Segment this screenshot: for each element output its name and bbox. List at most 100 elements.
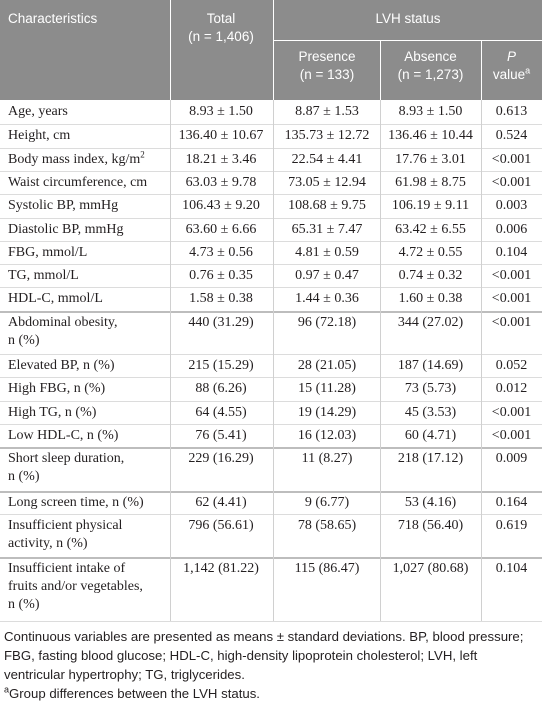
column-divider <box>380 100 381 124</box>
row-label: HDL-C, mmol/L <box>8 290 103 308</box>
row-label: Diastolic BP, mmHg <box>8 221 124 239</box>
column-divider <box>380 491 381 514</box>
table-row: Height, cm 136.40 ± 10.67 135.73 ± 12.72 13… <box>0 124 542 148</box>
header-divider <box>481 41 482 100</box>
cell-total: 136.40 ± 10.67 <box>178 128 264 143</box>
cell-p-value: 0.524 <box>495 128 528 143</box>
row-separator <box>0 354 542 355</box>
cell-total: 440 (31.29) <box>188 315 254 330</box>
row-label: Body mass index, kg/m2 <box>8 149 145 169</box>
row-label: Short sleep duration, n (%) <box>8 450 124 486</box>
footnote-abbreviations: Continuous variables are presented as me… <box>4 629 524 682</box>
column-divider <box>170 171 171 194</box>
cell-absence: 61.98 ± 8.75 <box>395 175 466 190</box>
footnote-a-text: Group differences between the LVH status… <box>9 686 260 701</box>
cell-presence: 135.73 ± 12.72 <box>284 128 370 143</box>
cell-p-value: 0.164 <box>495 495 528 510</box>
cell-p-value: 0.104 <box>495 561 528 576</box>
row-separator <box>0 401 542 402</box>
cell-total: 8.93 ± 1.50 <box>189 104 253 119</box>
table-row: Insufficient intake of fruits and/or vege… <box>0 557 542 621</box>
header-total-label: Total <box>206 11 236 26</box>
cell-presence: 115 (86.47) <box>294 561 360 576</box>
cell-p-value: <0.001 <box>491 268 532 283</box>
column-divider <box>380 124 381 148</box>
cell-total: 64 (4.55) <box>195 405 247 420</box>
column-divider <box>273 264 274 287</box>
cell-absence: 187 (14.69) <box>397 358 464 373</box>
column-divider <box>170 311 171 354</box>
cell-presence: 78 (58.65) <box>297 518 357 533</box>
header-divider <box>273 0 274 100</box>
table-row: Diastolic BP, mmHg 63.60 ± 6.66 65.31 ± 7.… <box>0 218 542 241</box>
cell-presence: 65.31 ± 7.47 <box>291 222 363 237</box>
column-divider <box>170 514 171 557</box>
header-presence: Presence (n = 133) <box>274 48 380 84</box>
cell-total: 0.76 ± 0.35 <box>189 268 253 283</box>
cell-total: 62 (4.41) <box>195 495 247 510</box>
column-divider <box>380 447 381 491</box>
cell-presence: 108.68 ± 9.75 <box>288 198 366 213</box>
row-label-line: Abdominal obesity, <box>8 315 118 330</box>
column-divider <box>481 557 482 621</box>
row-label-line: High FBG, n (%) <box>8 381 106 396</box>
row-label-line: FBG, mmol/L <box>8 245 88 260</box>
cell-p-value: 0.012 <box>495 381 528 396</box>
column-divider <box>380 557 381 621</box>
row-separator <box>0 621 542 622</box>
cell-p-value: 0.003 <box>495 198 528 213</box>
cell-total: 1.58 ± 0.38 <box>189 291 253 306</box>
column-divider <box>380 311 381 354</box>
row-label-superscript: 2 <box>140 149 145 160</box>
table-row: Long screen time, n (%) 62 (4.41) 9 (6.77)… <box>0 491 542 514</box>
row-label: Elevated BP, n (%) <box>8 357 115 375</box>
row-separator <box>0 287 542 288</box>
column-divider <box>380 377 381 401</box>
row-label-line: Low HDL-C, n (%) <box>8 428 119 443</box>
column-divider <box>273 377 274 401</box>
column-divider <box>380 171 381 194</box>
table-row: Short sleep duration, n (%) 229 (16.29) 11 … <box>0 447 542 491</box>
row-label-line: Body mass index, kg/m <box>8 152 141 167</box>
cell-absence: 45 (3.53) <box>404 405 457 420</box>
header-p-label: P <box>506 49 516 64</box>
column-divider <box>170 241 171 264</box>
header-p-value: P valuea <box>481 48 542 84</box>
cell-absence: 63.42 ± 6.55 <box>395 222 466 237</box>
column-divider <box>170 287 171 311</box>
row-separator <box>0 148 542 149</box>
column-divider <box>481 100 482 124</box>
column-divider <box>481 124 482 148</box>
header-presence-n: (n = 133) <box>299 67 355 82</box>
column-divider <box>273 311 274 354</box>
table-row: Systolic BP, mmHg 106.43 ± 9.20 108.68 ± 9… <box>0 194 542 218</box>
cell-presence: 4.81 ± 0.59 <box>295 245 359 260</box>
column-divider <box>273 424 274 447</box>
column-divider <box>170 100 171 124</box>
column-divider <box>380 424 381 447</box>
row-label-line: Height, cm <box>8 128 71 143</box>
cell-absence: 53 (4.16) <box>404 495 457 510</box>
header-divider <box>380 41 381 100</box>
table-row: TG, mmol/L 0.76 ± 0.35 0.97 ± 0.47 0.74 ± 0… <box>0 264 542 287</box>
row-separator <box>0 377 542 378</box>
column-divider <box>380 354 381 377</box>
row-label-line: TG, mmol/L <box>8 268 79 283</box>
column-divider <box>170 401 171 424</box>
column-divider <box>481 491 482 514</box>
column-divider <box>170 264 171 287</box>
column-divider <box>170 424 171 447</box>
cell-p-value: <0.001 <box>491 428 532 443</box>
column-divider <box>380 401 381 424</box>
header-divider <box>170 0 171 100</box>
cell-total: 4.73 ± 0.56 <box>189 245 253 260</box>
column-divider <box>273 287 274 311</box>
column-divider <box>273 124 274 148</box>
row-label: FBG, mmol/L <box>8 244 87 262</box>
cell-p-value: 0.619 <box>495 518 528 533</box>
row-label: TG, mmol/L <box>8 267 79 285</box>
column-divider <box>380 218 381 241</box>
footnote-a: aGroup differences between the LVH statu… <box>4 684 538 703</box>
header-presence-label: Presence <box>298 49 356 64</box>
cell-absence: 1,027 (80.68) <box>392 561 469 576</box>
